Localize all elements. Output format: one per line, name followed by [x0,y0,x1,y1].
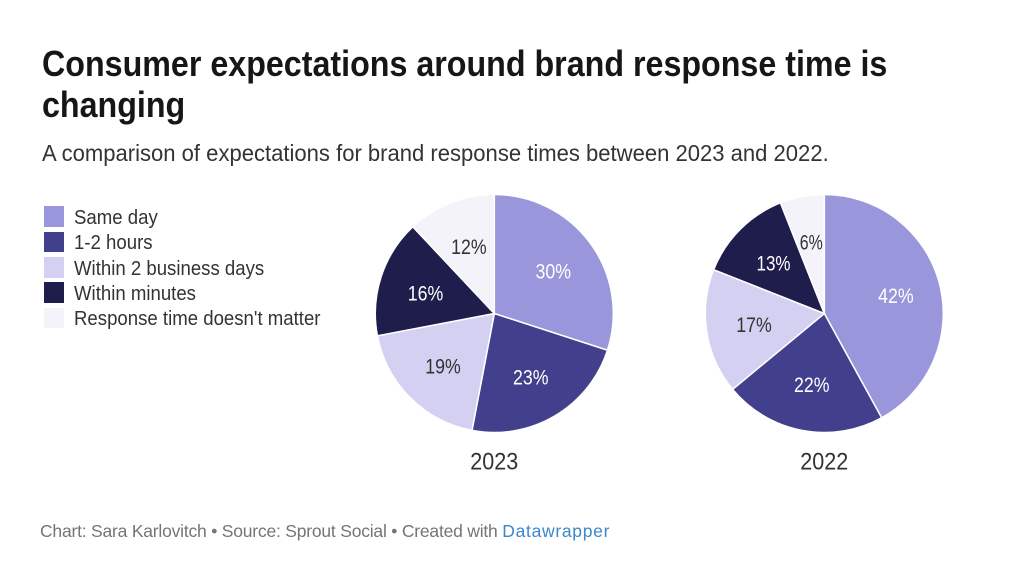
svg-text:12%: 12% [451,235,487,259]
svg-text:42%: 42% [878,284,914,308]
svg-text:2022: 2022 [800,449,848,476]
svg-text:19%: 19% [425,355,461,379]
svg-text:2023: 2023 [470,449,518,476]
svg-text:17%: 17% [736,313,772,337]
svg-text:23%: 23% [513,366,549,390]
svg-text:13%: 13% [757,251,791,275]
svg-text:30%: 30% [536,260,572,284]
svg-text:22%: 22% [794,373,830,397]
svg-text:6%: 6% [800,231,823,255]
svg-text:16%: 16% [408,281,444,305]
